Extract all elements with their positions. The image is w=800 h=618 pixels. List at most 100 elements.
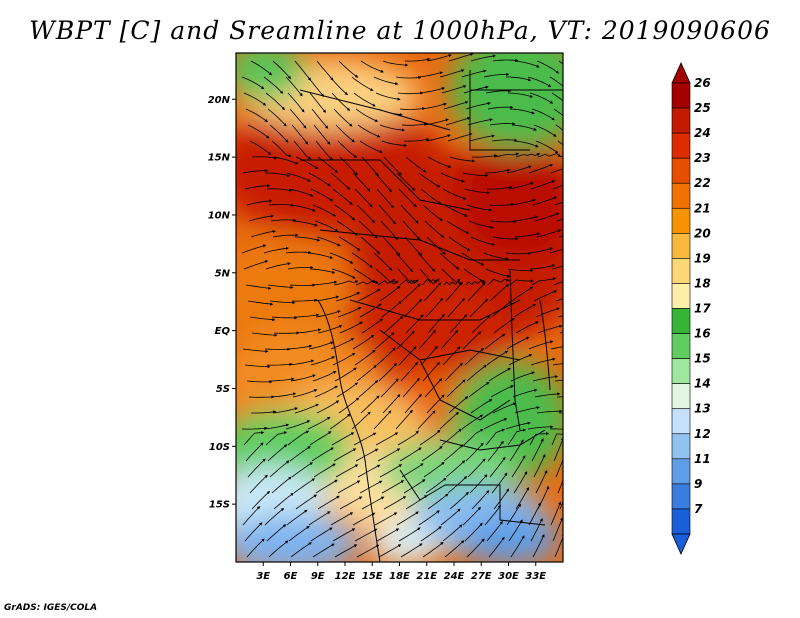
streamline [421,278,440,286]
streamline [491,472,508,494]
colorbar-label: 18 [694,276,711,290]
streamline [427,156,452,168]
streamline [467,118,493,126]
streamline [488,202,515,207]
streamline [251,410,277,414]
streamline [554,201,563,206]
streamline [467,282,486,302]
streamline [426,236,446,255]
streamline [265,431,288,446]
streamline [488,536,505,558]
colorbar-label: 16 [694,327,711,341]
streamline [242,506,261,526]
streamline [403,138,430,142]
colorbar-swatch [671,258,691,284]
colorbar-label: 14 [694,377,711,391]
streamline [270,392,297,398]
streamline [466,204,492,212]
streamline [417,252,436,272]
colorbar-swatch [671,508,691,535]
streamline [316,400,340,414]
streamline [440,172,465,183]
streamline [396,330,415,350]
streamline [400,543,423,558]
streamline [419,429,441,446]
streamline [271,316,298,320]
colorbar-label: 20 [694,226,711,240]
streamline [271,140,292,158]
streamline [534,392,561,398]
streamline [515,153,541,158]
streamline [355,108,379,122]
streamline [332,528,356,542]
streamline [330,512,354,526]
streamline [313,124,331,145]
streamline [243,260,269,270]
streamline [383,316,404,334]
streamline [272,60,292,80]
streamline [248,395,275,399]
streamline [352,512,376,526]
colorbar-swatch [671,308,691,334]
streamline [293,313,320,318]
streamline [332,188,353,206]
streamline [329,252,354,264]
streamline [514,232,541,238]
streamline [483,418,508,430]
streamline [329,76,348,96]
streamline [395,409,413,430]
lon-tick-label: 18E [389,571,410,582]
streamline [293,140,312,160]
colorbar-label: 15 [694,352,711,366]
streamline [443,280,463,286]
colorbar-swatch [671,408,691,435]
streamline [487,278,510,286]
streamline [241,426,268,430]
streamline [285,250,312,255]
streamline [382,394,401,414]
streamline [531,438,544,462]
lon-tick-label: 27E [471,571,492,582]
streamline [427,493,449,510]
streamline [529,432,550,446]
streamline [446,220,470,234]
streamline [330,338,355,350]
streamline [317,495,340,510]
colorbar-label: 7 [694,502,703,516]
streamline [310,527,333,542]
streamline [242,348,269,353]
streamline [241,76,265,90]
streamline [335,124,355,143]
streamline [352,172,371,192]
streamline [398,346,417,366]
streamline [375,432,399,446]
streamline [417,71,444,78]
streamline [242,169,269,174]
streamline [398,188,417,208]
streamline [295,494,318,510]
streamline [464,347,485,366]
streamline [440,330,459,350]
streamline [549,76,563,87]
streamline [527,247,554,254]
streamline [312,543,335,558]
streamline [532,534,545,558]
streamline [488,367,512,382]
streamline [444,540,465,558]
streamline [528,340,554,350]
streamline [510,371,535,382]
streamline [471,490,490,510]
streamline [360,395,380,414]
streamline [439,411,460,430]
streamline [530,518,543,542]
streamline [553,437,563,462]
streamline [510,198,536,206]
streamline [291,124,309,145]
streamline [421,102,447,110]
lat-tick-label: 10N [208,210,231,221]
streamline [425,134,451,142]
streamline [400,204,419,224]
streamline [285,420,311,430]
streamline [288,188,314,197]
